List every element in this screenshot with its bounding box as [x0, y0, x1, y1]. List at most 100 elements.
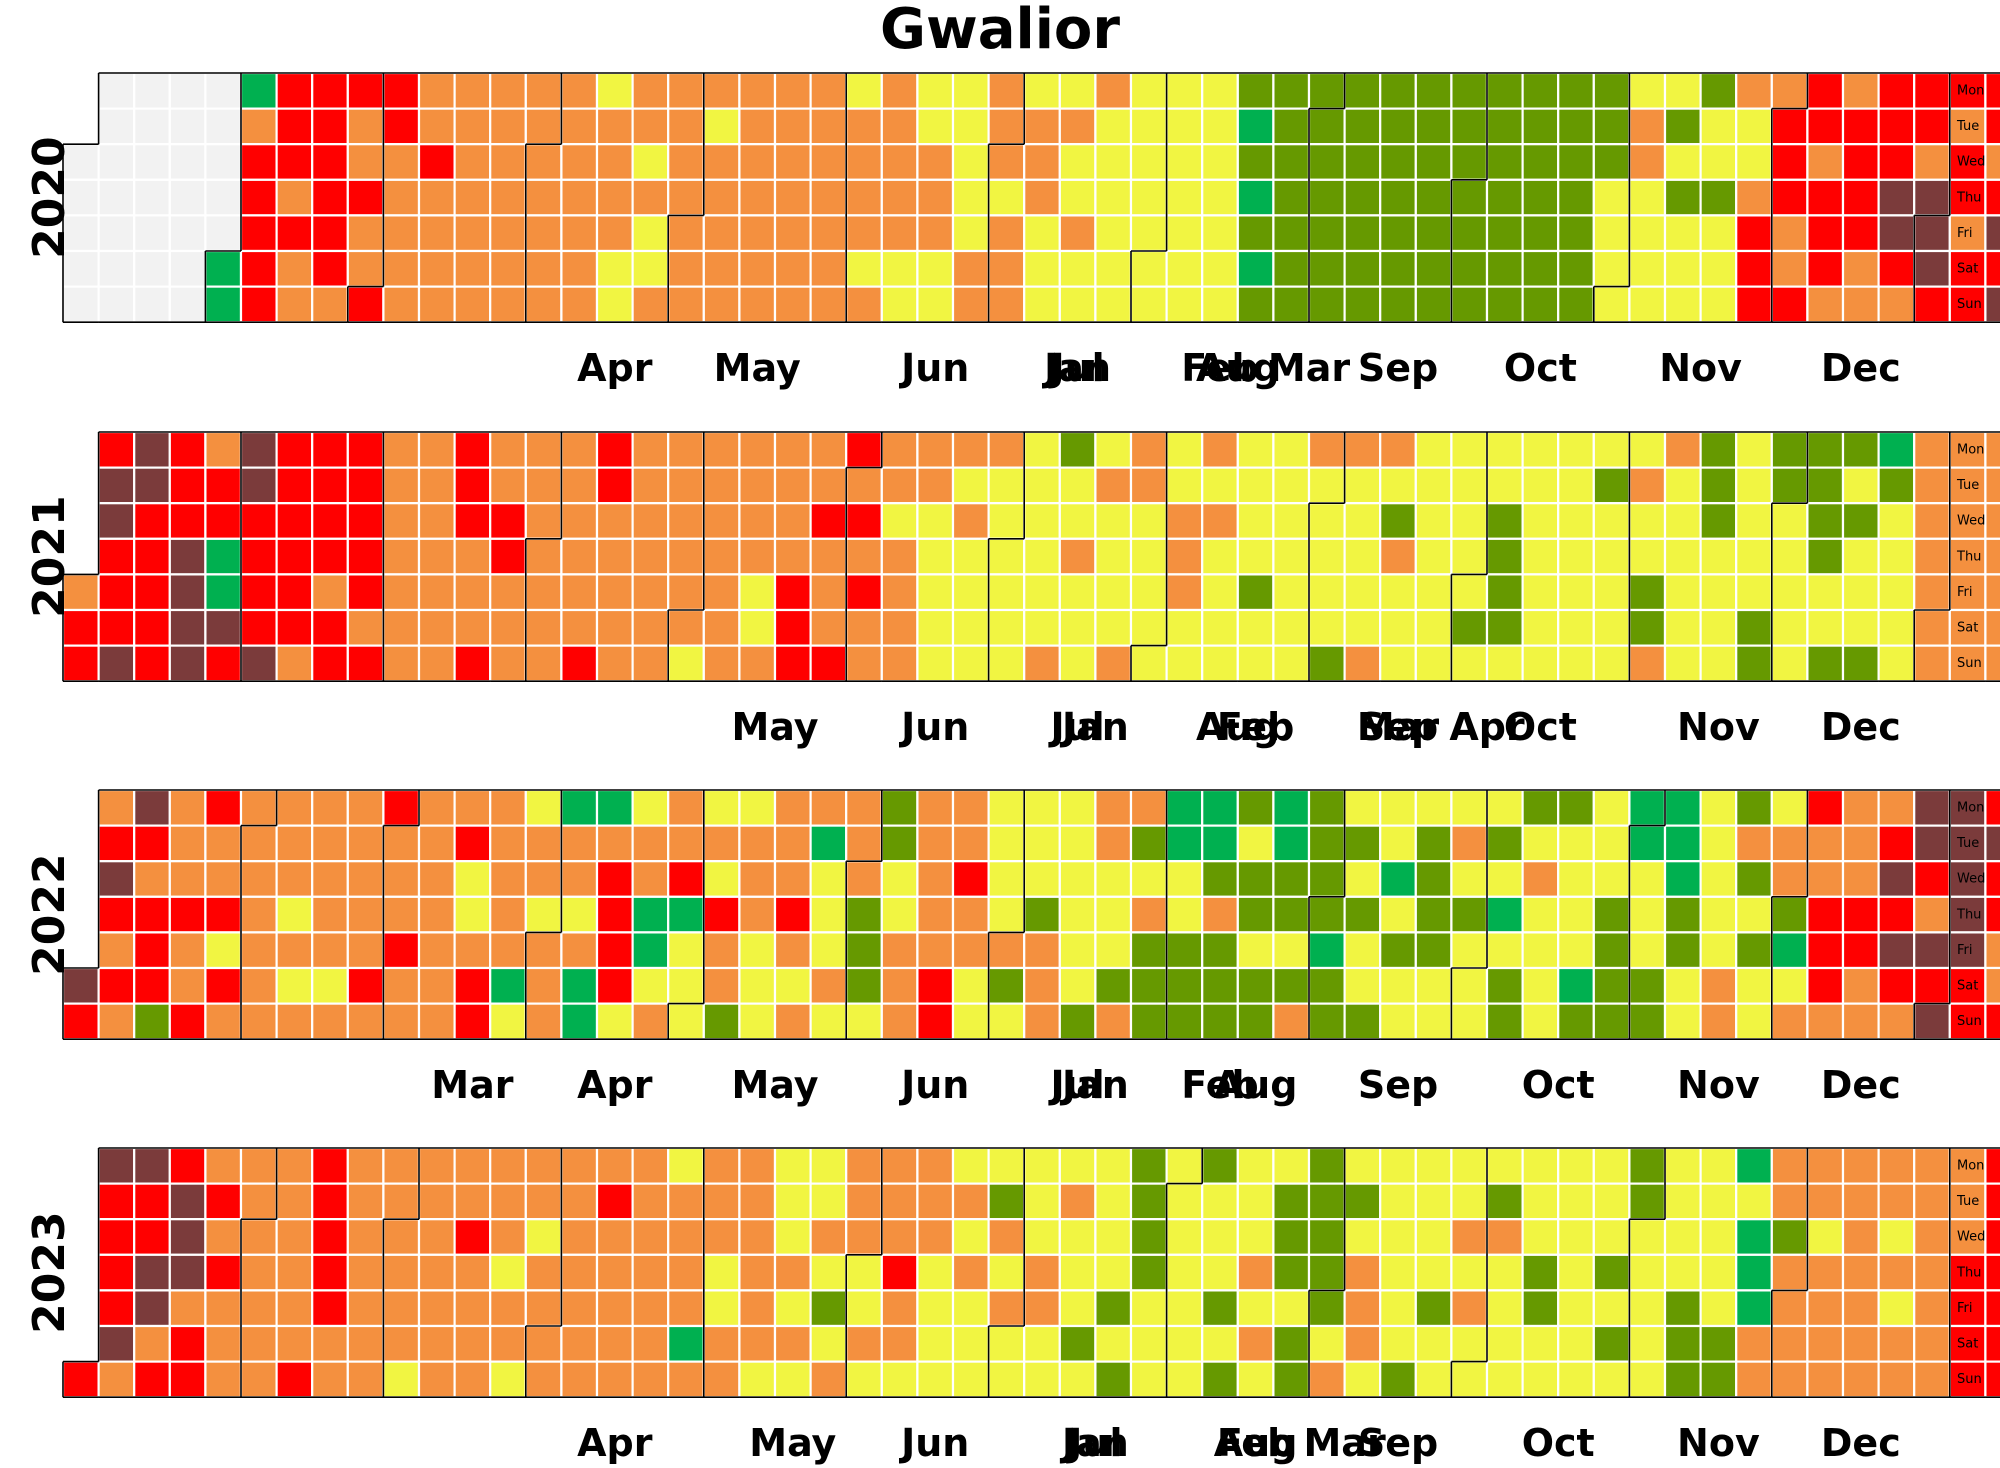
day-cell: 2021-08-05: 3: [1165, 537, 1204, 576]
day-cell: 2022-05-20: 3: [773, 931, 812, 970]
month-label: Aug: [1196, 705, 1280, 749]
day-cell: 2023-10-18: 2: [1557, 1218, 1595, 1256]
day-cell: 2022-10-18: 2: [1557, 824, 1595, 863]
day-cell: 2022-08-17: 1: [1236, 860, 1275, 898]
day-cell: 2020-11-24: 2: [1735, 107, 1773, 146]
day-cell: 2021-05-08: 3: [702, 608, 741, 647]
day-cell: 2022-07-08: 3: [1023, 931, 1061, 970]
day-cell: 2021-03-12: 3: [417, 573, 456, 612]
day-cell: 2023-06-17: 2: [916, 1324, 955, 1363]
day-cell: 2022-09-08: 1: [1343, 895, 1382, 934]
day-cell: 2022-08-24: 1: [1272, 860, 1311, 898]
day-cell: 2020-04-11: 3: [560, 249, 599, 288]
day-cell: 2020-12-09: 3: [1806, 143, 1845, 181]
day-cell: 2023-09-05: 1: [1343, 1182, 1382, 1221]
day-cell: 2023-03-12: 3: [417, 1360, 456, 1399]
day-cell: 2020-04-16: 3: [595, 178, 634, 217]
day-cell: 2023-11-13: 2: [1699, 1146, 1738, 1185]
day-cell: 2020-07-08: 3: [1023, 143, 1061, 181]
day-cell: 2021-12-30: 3: [1913, 537, 1951, 576]
day-cell: 2020-09-04: 1: [1307, 214, 1346, 253]
month-label: Feb: [1181, 346, 1258, 390]
day-cell: 2022-10-06: 0: [1485, 895, 1524, 934]
weekday-label: Thu: [1956, 1265, 1981, 1280]
day-cell: 2023-06-16: 2: [916, 1289, 955, 1328]
day-cell: 2022-11-28: 2: [1770, 788, 1809, 827]
day-cell: 2022-01-07: 3: [1948, 573, 1987, 612]
day-cell: 2022-08-25: 1: [1272, 895, 1311, 934]
day-cell: 2021-01-02: 5: [1913, 249, 1951, 288]
day-cell: 2023-06-26: 2: [987, 1146, 1026, 1185]
day-cell: 2022-01-04: 4: [97, 824, 136, 863]
day-cell: 2022-12-11: 3: [1806, 1002, 1845, 1041]
day-cell: 2021-08-18: 2: [1236, 502, 1275, 540]
day-cell: 2020-08-26: 1: [1272, 143, 1311, 181]
day-cell: 2022-08-18: 1: [1236, 895, 1275, 934]
weekday-label: Fri: [1957, 585, 1973, 600]
day-cell: 2020-01-15: 0: [133, 143, 171, 181]
day-cell: 2022-01-10: 3: [1984, 430, 2000, 469]
day-cell: 2020-07-29: 2: [1129, 143, 1168, 181]
day-cell: 2023-08-13: 1: [1201, 1360, 1239, 1399]
day-cell: 2021-01-10: 5: [97, 644, 136, 683]
month-label: Jan: [1059, 1063, 1129, 1107]
month-label: Nov: [1677, 705, 1760, 749]
day-cell: 2021-05-05: 3: [702, 502, 741, 540]
day-cell: 2023-11-28: 3: [1770, 1182, 1809, 1221]
years-layer: 2020-01-01: 02020-01-02: 02020-01-03: 02…: [24, 71, 2000, 1465]
day-cell: 2021-12-28: 3: [1913, 466, 1951, 505]
day-cell: 2023-04-02: 3: [524, 1360, 563, 1399]
day-cell: 2021-09-29: 2: [1450, 502, 1489, 540]
day-cell: 2021-02-15: 4: [311, 430, 349, 469]
day-cell: 2023-04-09: 3: [560, 1360, 599, 1399]
day-cell: 2020-05-28: 3: [809, 178, 848, 217]
weekday-label: Fri: [1957, 943, 1973, 958]
day-cell: 2022-04-27: 4: [667, 860, 705, 898]
day-cell: 2021-01-24: 5: [168, 644, 207, 683]
month-outlines-2022: [62, 789, 2000, 1040]
day-cell: 2022-11-23: 1: [1735, 860, 1773, 898]
day-cell: 2022-04-24: 3: [631, 1002, 670, 1041]
day-cell: 2022-08-02: 0: [1165, 824, 1204, 863]
day-cell: 2020-08-24: 1: [1272, 71, 1311, 110]
month-label: Nov: [1659, 346, 1742, 390]
day-cell: 2023-08-18: 2: [1236, 1289, 1275, 1328]
day-cell: 2020-12-27: 3: [1877, 285, 1916, 324]
day-cell: 2020-07-02: 2: [987, 178, 1026, 217]
day-cell: 2020-09-22: 1: [1414, 107, 1453, 146]
day-cell: 2022-11-29: 3: [1770, 824, 1809, 863]
day-cell: 2023-03-06: 3: [417, 1146, 456, 1185]
day-cell: 2020-04-08: 3: [560, 143, 599, 181]
day-cell: 2021-09-24: 2: [1414, 573, 1453, 612]
day-cell: 2021-09-28: 2: [1450, 466, 1489, 505]
day-cell: 2021-07-26: 3: [1129, 430, 1168, 469]
day-cell: 2022-12-09: 4: [1806, 931, 1845, 970]
day-cell: 2022-08-07: 1: [1165, 1002, 1204, 1041]
day-cell: 2020-11-16: 1: [1699, 71, 1738, 110]
month-label: Apr: [577, 1063, 653, 1107]
day-cell: 2022-11-13: 2: [1663, 1002, 1702, 1041]
month-label: May: [731, 1063, 818, 1107]
day-cell: 2020-09-07: 1: [1343, 71, 1382, 110]
day-cell: 2023-08-20: 2: [1236, 1360, 1275, 1399]
day-cell: 2022-04-14: 4: [595, 895, 634, 934]
day-cell: 2023-06-29: 2: [987, 1253, 1026, 1292]
day-cells-2023: 2023-01-01: 42023-01-02: 52023-01-03: 42…: [61, 1146, 2000, 1399]
day-cell: 2023-03-23: 2: [489, 1253, 527, 1292]
day-cell: 2020-02-25: 3: [346, 107, 385, 146]
day-cell: 2021-10-08: 1: [1485, 573, 1524, 612]
day-cell: 2023-06-13: 3: [916, 1182, 955, 1221]
day-cell: 2021-07-07: 2: [1023, 502, 1061, 540]
day-cell: 2022-01-11: 3: [1984, 466, 2000, 505]
day-cell: 2022-04-25: 3: [667, 788, 705, 827]
day-cell: 2021-01-17: 5: [1984, 285, 2000, 324]
day-cell: 2020-01-17: 0: [133, 214, 171, 253]
day-cell: 2020-03-22: 3: [453, 285, 492, 324]
day-cell: 2020-03-13: 3: [417, 214, 456, 253]
day-cell: 2022-07-24: 3: [1094, 1002, 1133, 1041]
day-cell: 2021-08-12: 2: [1201, 537, 1239, 576]
day-cell: 2020-05-26: 3: [809, 107, 848, 146]
day-cell: 2021-03-07: 3: [382, 644, 421, 683]
day-cell: 2020-11-08: 2: [1628, 285, 1667, 324]
day-cell: 2021-04-19: 3: [631, 430, 670, 469]
